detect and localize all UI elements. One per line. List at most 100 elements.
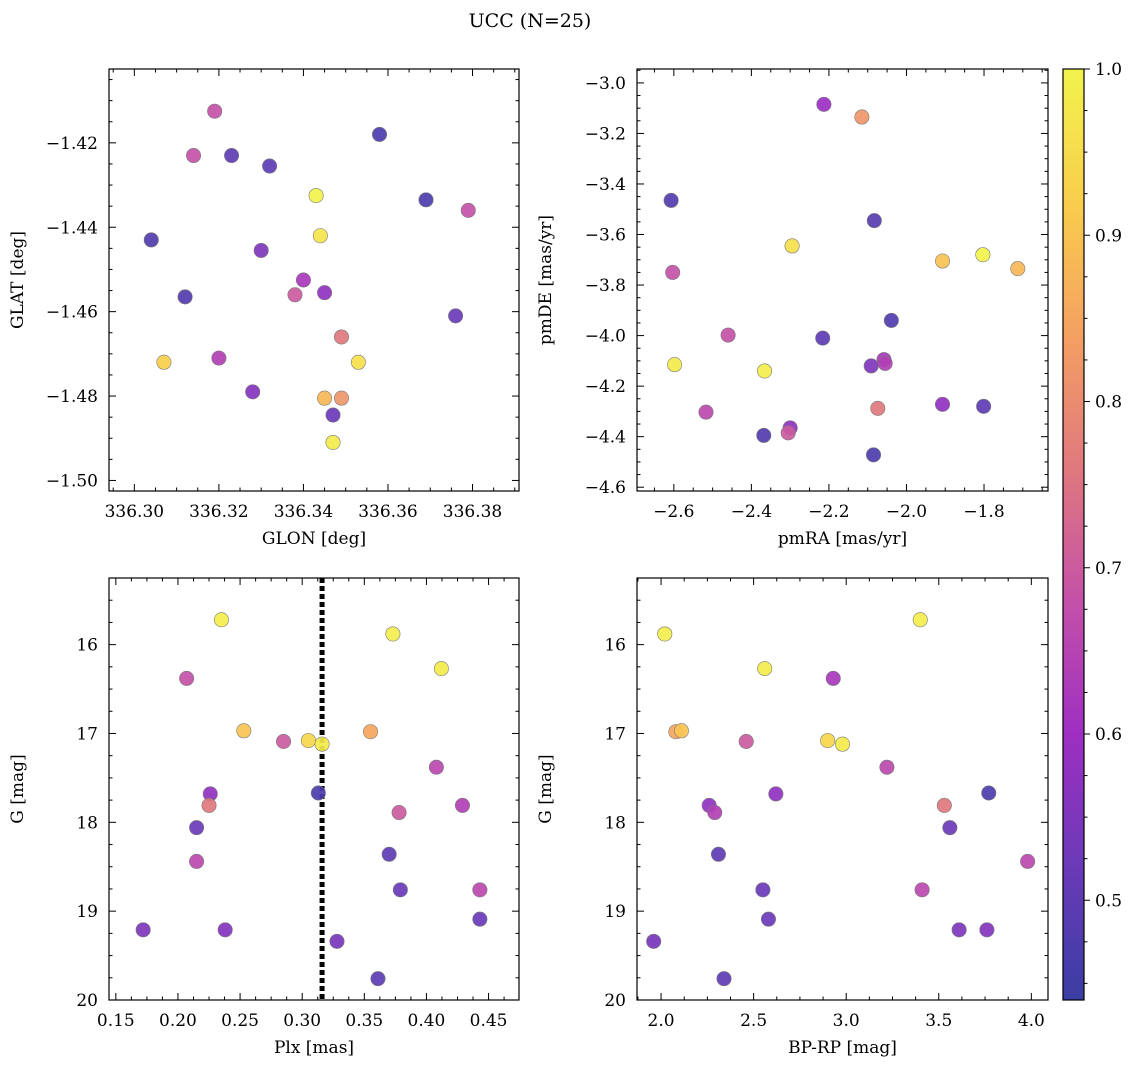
colorbar: 0.5 0.6 0.7 0.8 0.9 1.0: [1062, 60, 1122, 1001]
scatter-point: [329, 933, 345, 949]
scatter-point: [333, 390, 349, 406]
scatter-point: [707, 805, 723, 821]
x-tick-label: 336.36: [358, 502, 417, 522]
scatter-point: [755, 882, 771, 898]
scatter-point: [951, 922, 967, 938]
scatter-point: [207, 103, 223, 119]
scatter-point: [673, 723, 689, 739]
scatter-point: [665, 264, 681, 280]
scatter-point: [370, 971, 386, 987]
scatter-point: [1020, 853, 1036, 869]
scatter-point: [768, 786, 784, 802]
scatter-point: [312, 228, 328, 244]
colorbar-gradient: [1062, 68, 1085, 1001]
y-axis-label: G [mag]: [8, 754, 28, 823]
scatter-panel-4: 2.0 2.5 3.0 3.5 4.0 16 17 18 19 20 BP-RP [mag] G [m…: [536, 577, 1049, 1058]
y-axis-label: G [mag]: [536, 754, 556, 823]
scatter-point: [325, 434, 341, 450]
scatter-point: [325, 407, 341, 423]
scatter-point: [177, 289, 193, 305]
scatter-point: [217, 922, 233, 938]
scatter-panel-1: 336.30 336.32 336.34 336.36 336.38 −1.42 −1.44…: [8, 68, 520, 549]
scatter-point: [816, 96, 832, 112]
scatter-point: [866, 447, 882, 463]
y-tick-label: 20: [604, 991, 626, 1011]
scatter-point: [981, 785, 997, 801]
x-tick-label: 0.25: [221, 1011, 259, 1031]
scatter-point: [657, 626, 673, 642]
y-tick-label: −1.46: [46, 303, 98, 323]
x-tick-label: 3.0: [833, 1011, 860, 1031]
scatter-point: [333, 329, 349, 345]
x-tick-label: 2.0: [648, 1011, 675, 1031]
colorbar-tick-label: 0.5: [1095, 891, 1122, 911]
y-tick-label: −3.6: [585, 226, 626, 246]
scatter-point: [317, 390, 333, 406]
scatter-point: [454, 797, 470, 813]
scatter-point: [213, 612, 229, 628]
scatter-point: [912, 612, 928, 628]
y-tick-label: 16: [604, 636, 626, 656]
scatter-point: [295, 272, 311, 288]
scatter-point: [211, 350, 227, 366]
scatter-point: [646, 933, 662, 949]
scatter-point: [1010, 261, 1026, 277]
scatter-point: [663, 192, 679, 208]
scatter-point: [472, 882, 488, 898]
x-tick-label: 336.38: [443, 502, 502, 522]
axes-frame: [108, 577, 520, 1001]
colorbar-tick-label: 1.0: [1095, 60, 1122, 80]
y-axis-label: pmDE [mas/yr]: [536, 215, 556, 345]
scatter-point: [935, 396, 951, 412]
scatter-point: [942, 820, 958, 836]
scatter-point: [179, 670, 195, 686]
scatter-panel-2: −2.6 −2.4 −2.2 −2.0 −1.8 −3.0 −3.2 −3.4 −3.6 −3.8…: [536, 68, 1049, 549]
axes-frame: [108, 68, 520, 492]
scatter-point: [738, 733, 754, 749]
y-tick-label: 17: [604, 724, 626, 744]
scatter-point: [757, 661, 773, 677]
scatter-point: [448, 308, 464, 324]
scatter-point: [825, 670, 841, 686]
x-tick-label: 4.0: [1018, 1011, 1045, 1031]
x-tick-label: 336.32: [189, 502, 248, 522]
x-tick-label: −2.2: [808, 502, 849, 522]
x-tick-label: 0.15: [97, 1011, 135, 1031]
scatter-point: [314, 736, 330, 752]
panels: 336.30 336.32 336.34 336.36 336.38 −1.42 −1.44…: [8, 68, 1049, 1058]
scatter-point: [245, 384, 261, 400]
scatter-point: [716, 971, 732, 987]
scatter-point: [308, 188, 324, 204]
axes-frame: [636, 68, 1049, 492]
scatter-point: [756, 427, 772, 443]
y-tick-label: −1.44: [46, 218, 98, 238]
x-tick-label: 3.5: [925, 1011, 952, 1031]
scatter-point: [276, 733, 292, 749]
y-tick-label: 18: [76, 813, 98, 833]
scatter-point: [667, 357, 683, 373]
colorbar-tick-label: 0.6: [1095, 725, 1122, 745]
y-axis-label: GLAT [deg]: [8, 231, 28, 329]
y-tick-label: −4.6: [585, 478, 626, 498]
x-tick-label: 0.40: [408, 1011, 446, 1031]
scatter-point: [201, 797, 217, 813]
x-tick-label: −2.6: [653, 502, 694, 522]
colorbar-tick-label: 0.7: [1095, 559, 1122, 579]
scatter-point: [975, 247, 991, 263]
scatter-point: [815, 330, 831, 346]
scatter-point: [460, 202, 476, 218]
scatter-point: [784, 238, 800, 254]
scatter-point: [189, 853, 205, 869]
x-axis-label: BP-RP [mag]: [788, 1038, 897, 1058]
y-tick-label: 18: [604, 813, 626, 833]
scatter-point: [363, 724, 379, 740]
scatter-point: [428, 759, 444, 775]
scatter-point: [870, 400, 886, 416]
y-tick-label: 19: [604, 902, 626, 922]
scatter-point: [914, 882, 930, 898]
x-tick-label: 0.30: [283, 1011, 321, 1031]
y-tick-label: −3.0: [585, 74, 626, 94]
scatter-point: [757, 363, 773, 379]
scatter-point: [350, 354, 366, 370]
